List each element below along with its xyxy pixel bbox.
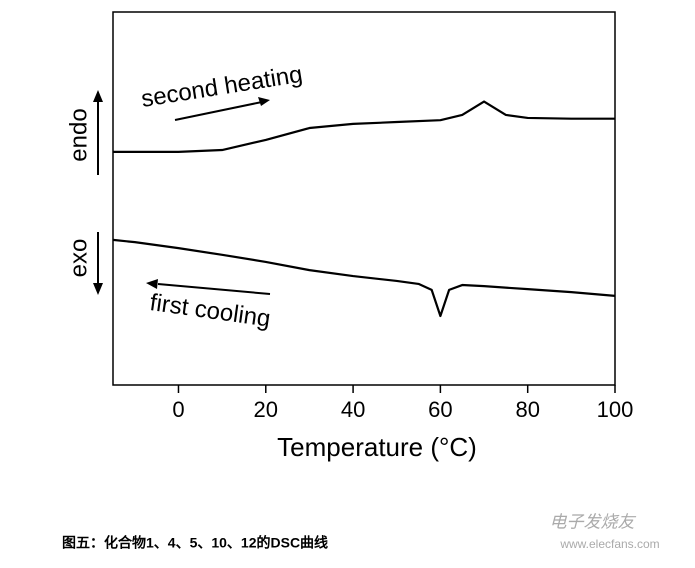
x-tick-label: 20	[254, 397, 278, 422]
exo-label: exo	[65, 239, 92, 278]
x-tick-label: 80	[515, 397, 539, 422]
x-tick-label: 60	[428, 397, 452, 422]
heating-arrowhead	[258, 97, 270, 106]
series-label: second heating	[139, 61, 304, 113]
series-line	[113, 100, 615, 153]
cooling-arrowhead	[146, 279, 158, 289]
plot-frame	[112, 11, 616, 386]
x-tick-label: 40	[341, 397, 365, 422]
caption: 图五：化合物1、4、5、10、12的DSC曲线	[62, 535, 328, 551]
endo-label: endo	[65, 108, 92, 161]
x-tick-label: 0	[172, 397, 184, 422]
x-tick-label: 100	[597, 397, 634, 422]
cooling-arrow	[157, 283, 271, 295]
x-axis-label: Temperature (°C)	[277, 432, 477, 462]
watermark-url: www.elecfans.com	[559, 537, 659, 551]
exo-arrowhead	[93, 283, 103, 295]
heating-arrow	[174, 101, 263, 121]
series-label: first cooling	[148, 289, 272, 333]
endo-arrowhead	[93, 90, 103, 102]
series-line	[112, 238, 616, 318]
watermark-brand: 电子发烧友	[550, 512, 637, 531]
